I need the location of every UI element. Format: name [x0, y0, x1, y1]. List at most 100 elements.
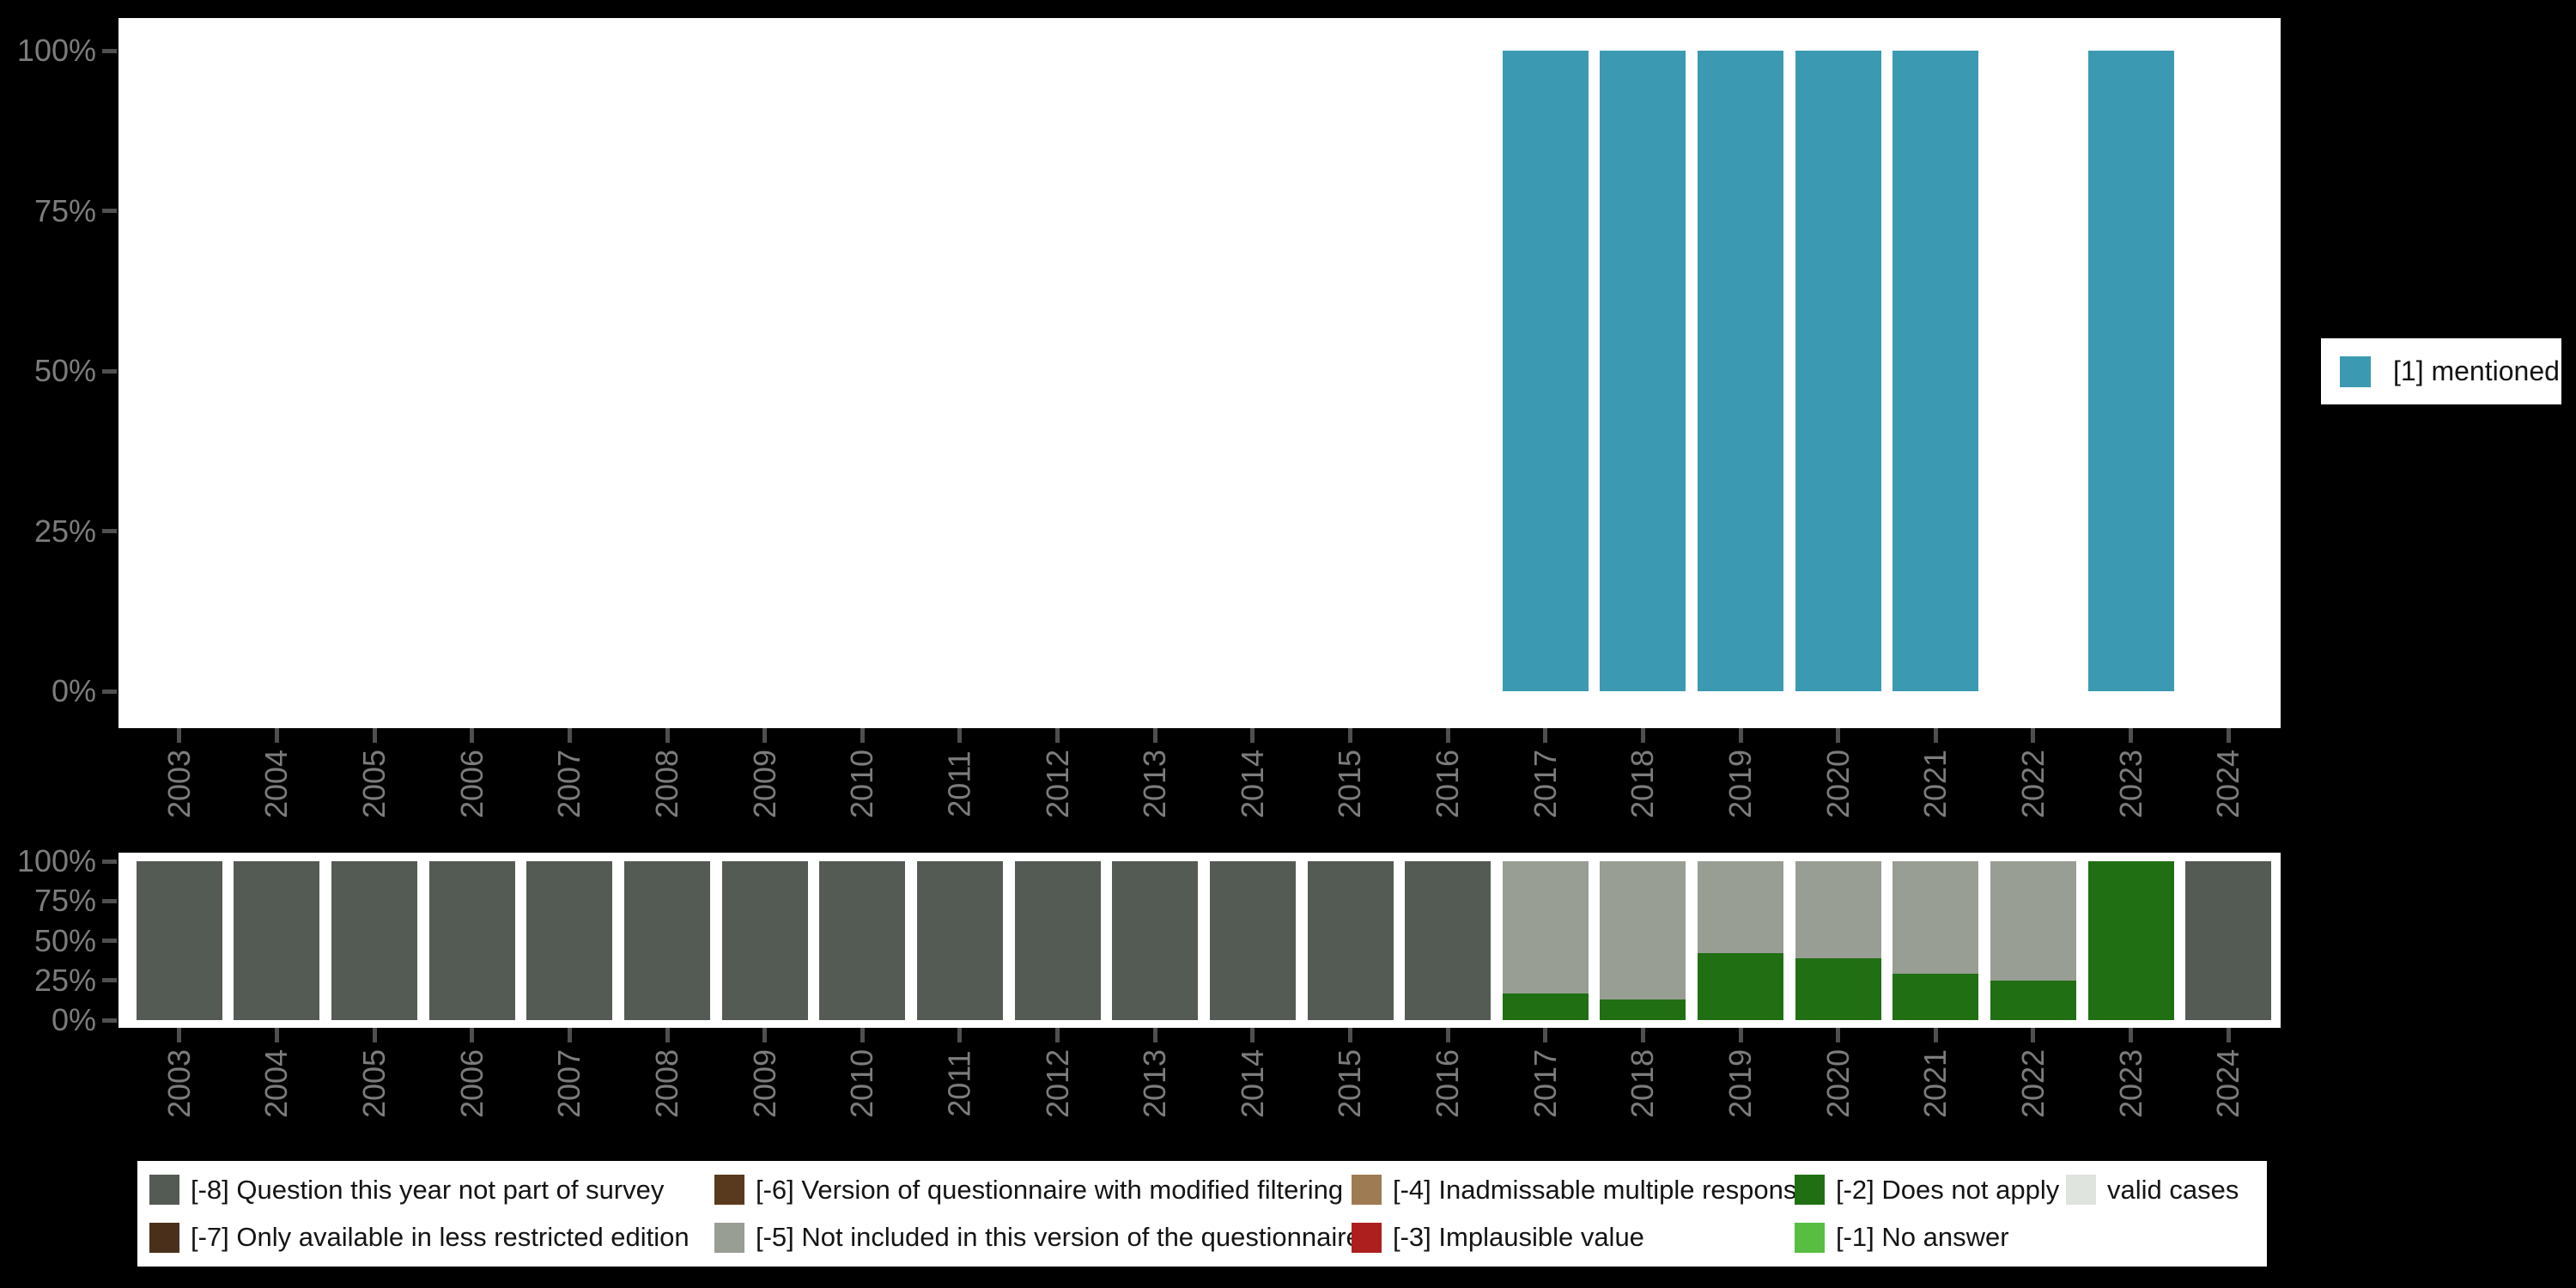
bar-slot-2014 — [1204, 861, 1302, 1020]
legend-entry: [-4] Inadmissable multiple response — [1352, 1175, 1812, 1206]
bar-slot-2006 — [423, 51, 521, 691]
legend-label: [-1] No answer — [1836, 1222, 2009, 1253]
x-tick — [2031, 1028, 2036, 1042]
bar-segment-2006 — [428, 861, 515, 1020]
bar-slot-2013 — [1106, 861, 1204, 1020]
x-axis-slot-2010: 2010 — [813, 1028, 911, 1148]
bar-slot-2005 — [325, 51, 423, 691]
x-axis-slot-2020: 2020 — [1789, 728, 1887, 848]
x-tick — [1445, 1028, 1450, 1042]
legend-swatch — [2066, 1175, 2096, 1206]
y-tick-label: 50% — [33, 353, 96, 388]
bar-segment-2024 — [2185, 861, 2272, 1020]
top-chart-legend: [1] mentioned — [2321, 338, 2561, 404]
bar-slot-2024 — [2179, 51, 2277, 691]
bar-segment-2004 — [234, 861, 320, 1020]
x-tick — [762, 728, 768, 743]
x-axis-slot-2005: 2005 — [325, 728, 423, 848]
legend-entry: [-3] Implausible value — [1352, 1222, 1795, 1253]
bar-slot-2003 — [131, 861, 228, 1020]
x-axis-slot-2009: 2009 — [716, 1028, 814, 1148]
x-tick-label: 2007 — [551, 749, 587, 819]
bar-slot-2007 — [521, 51, 619, 691]
x-axis-slot-2003: 2003 — [131, 728, 228, 848]
bar-segment-2019 — [1698, 953, 1784, 1020]
legend-label: [-5] Not included in this version of the… — [756, 1222, 1361, 1253]
x-axis-slot-2014: 2014 — [1204, 728, 1302, 848]
y-tick-label: 25% — [33, 513, 96, 549]
legend-label: [-4] Inadmissable multiple response — [1393, 1174, 1812, 1205]
legend-label-mentioned: [1] mentioned — [2393, 355, 2560, 386]
bar-slot-2022 — [1984, 51, 2082, 691]
y-tick-label: 25% — [33, 962, 96, 998]
x-tick-label: 2003 — [161, 749, 197, 819]
bar-slot-2021 — [1887, 861, 1985, 1020]
y-tick-label: 0% — [51, 1002, 96, 1037]
x-axis-slot-2017: 2017 — [1497, 728, 1595, 848]
x-tick — [1055, 728, 1060, 743]
x-tick-label: 2024 — [2210, 749, 2246, 819]
legend-entry: [-8] Question this year not part of surv… — [149, 1175, 714, 1206]
bar-slot-2009 — [716, 861, 814, 1020]
x-tick — [177, 1028, 182, 1042]
x-tick-label: 2009 — [746, 749, 782, 819]
x-tick-label: 2019 — [1722, 1048, 1759, 1119]
x-tick — [1543, 728, 1548, 743]
x-tick-label: 2022 — [2014, 749, 2050, 819]
x-axis-slot-2016: 2016 — [1399, 728, 1497, 848]
bar-segment-2020 — [1795, 51, 1881, 691]
x-tick — [2031, 728, 2036, 743]
x-tick-label: 2013 — [1137, 1048, 1173, 1119]
legend-swatch — [1795, 1222, 1825, 1253]
x-tick-label: 2023 — [2112, 1048, 2148, 1119]
x-tick — [860, 1028, 865, 1042]
x-axis-slot-2014: 2014 — [1204, 1028, 1302, 1148]
legend-entry: [-7] Only available in less restricted e… — [149, 1222, 714, 1253]
x-tick — [1152, 1028, 1157, 1042]
bar-segment-2012 — [1014, 861, 1101, 1020]
y-tick-label: 100% — [16, 33, 96, 68]
x-tick — [1055, 1028, 1060, 1042]
x-tick-label: 2022 — [2014, 1048, 2050, 1119]
bar-slot-2018 — [1595, 51, 1692, 691]
y-tick — [102, 368, 117, 374]
x-tick — [665, 1028, 670, 1042]
x-tick — [2129, 728, 2134, 743]
x-tick-label: 2015 — [1332, 1048, 1368, 1119]
x-tick — [372, 1028, 377, 1042]
legend-label: valid cases — [2107, 1174, 2239, 1205]
y-tick — [102, 939, 117, 943]
legend-entry: [-2] Does not apply — [1795, 1175, 2066, 1206]
x-tick-label: 2012 — [1039, 749, 1075, 819]
x-tick — [1738, 728, 1743, 743]
bar-segment-2016 — [1405, 861, 1492, 1020]
x-tick-label: 2003 — [161, 1048, 197, 1119]
bar-segment-2022 — [1990, 861, 2076, 981]
legend-label: [-2] Does not apply — [1836, 1174, 2060, 1205]
x-tick — [567, 1028, 572, 1042]
bar-slot-2016 — [1399, 51, 1497, 691]
x-tick-label: 2004 — [258, 749, 295, 819]
bar-segment-2014 — [1209, 861, 1296, 1020]
bottom-chart-plot-area — [118, 853, 2281, 1028]
x-axis-slot-2021: 2021 — [1887, 1028, 1985, 1148]
top-chart-plot-area — [118, 18, 2281, 728]
x-axis-slot-2011: 2011 — [911, 1028, 1009, 1148]
y-tick — [102, 689, 117, 694]
bar-slot-2011 — [911, 861, 1009, 1020]
x-tick — [1933, 728, 1938, 743]
x-tick-label: 2020 — [1820, 749, 1856, 819]
x-axis-slot-2003: 2003 — [131, 1028, 228, 1148]
x-tick-label: 2018 — [1625, 1048, 1661, 1119]
x-axis-slot-2007: 2007 — [521, 728, 619, 848]
legend-swatch — [714, 1175, 744, 1206]
x-axis-slot-2009: 2009 — [716, 728, 814, 848]
bar-slot-2007 — [521, 861, 619, 1020]
bar-slot-2014 — [1204, 51, 1302, 691]
x-tick-label: 2021 — [1917, 749, 1953, 819]
y-tick — [102, 1018, 117, 1023]
x-tick — [2129, 1028, 2134, 1042]
x-axis-slot-2024: 2024 — [2179, 1028, 2277, 1148]
bar-segment-2017 — [1502, 993, 1589, 1020]
x-tick-label: 2011 — [941, 750, 977, 817]
